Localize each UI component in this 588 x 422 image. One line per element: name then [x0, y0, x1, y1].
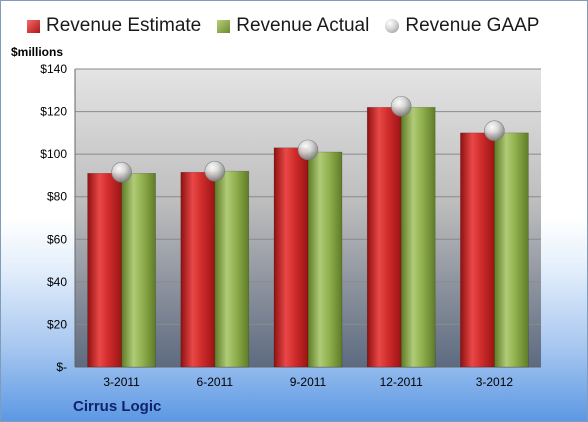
- company-name: Cirrus Logic: [73, 398, 162, 415]
- legend-label-actual: Revenue Actual: [236, 15, 370, 36]
- bar-estimate: [180, 171, 216, 368]
- y-axis-unit-label: $millions: [11, 45, 64, 59]
- gaap-marker: [204, 160, 226, 182]
- bar-actual: [400, 107, 436, 368]
- legend: Revenue Estimate Revenue Actual Revenue …: [27, 15, 555, 37]
- x-tick-label: 9-2011: [290, 375, 327, 389]
- gaap-marker: [297, 139, 319, 161]
- legend-swatch-estimate: [27, 19, 40, 33]
- gaap-marker: [390, 95, 412, 117]
- legend-swatch-gaap: [385, 19, 400, 33]
- bar-estimate: [273, 147, 309, 368]
- legend-label-estimate: Revenue Estimate: [46, 15, 202, 36]
- y-tick-label: $20: [47, 317, 67, 331]
- y-tick-label: $60: [47, 232, 67, 246]
- legend-label-gaap: Revenue GAAP: [405, 15, 540, 36]
- legend-item-actual: Revenue Actual: [217, 15, 369, 37]
- bar-estimate: [366, 107, 402, 368]
- x-tick-label: 6-2011: [197, 375, 234, 389]
- bar-actual: [307, 151, 343, 368]
- bar-estimate: [460, 132, 495, 368]
- y-tick-label: $120: [40, 105, 67, 119]
- x-tick-label: 3-2011: [103, 375, 140, 389]
- y-tick-label: $140: [40, 62, 67, 76]
- x-tick-label: 12-2011: [380, 375, 423, 389]
- gaap-marker: [111, 161, 132, 183]
- legend-swatch-actual: [217, 19, 231, 33]
- y-tick-label: $-: [56, 360, 67, 374]
- y-tick-label: $40: [47, 275, 67, 289]
- legend-item-gaap: Revenue GAAP: [385, 15, 539, 37]
- y-tick-label: $80: [47, 190, 67, 204]
- legend-item-estimate: Revenue Estimate: [27, 15, 201, 37]
- bar-estimate: [87, 173, 122, 368]
- bar-actual: [214, 170, 250, 368]
- bar-actual: [121, 173, 156, 368]
- x-tick-label: 3-2012: [476, 375, 514, 389]
- gaap-marker: [484, 120, 505, 142]
- bar-actual: [494, 132, 529, 368]
- y-tick-label: $100: [40, 147, 67, 161]
